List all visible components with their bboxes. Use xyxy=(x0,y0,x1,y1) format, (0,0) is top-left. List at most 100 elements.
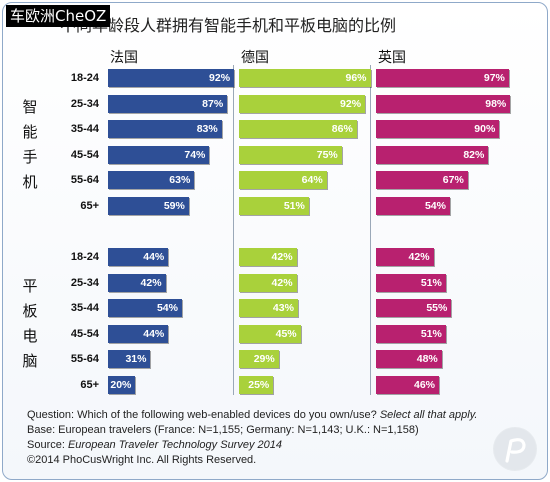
bar xyxy=(239,350,279,368)
bar xyxy=(376,350,442,368)
bar xyxy=(239,94,366,113)
bar xyxy=(239,299,298,317)
section-label-2-char: 板 xyxy=(22,301,38,320)
bar xyxy=(376,273,446,292)
footnote-question: Question: Which of the following web-ena… xyxy=(27,409,477,421)
data-label: 90% xyxy=(474,123,496,135)
column-divider-1 xyxy=(233,65,234,395)
column-header-3: 英国 xyxy=(378,50,406,66)
data-label: 45% xyxy=(275,327,297,340)
section-label-2-char: 脑 xyxy=(22,351,38,370)
age-label: 55-64 xyxy=(70,174,99,186)
bar xyxy=(376,248,434,266)
data-label: 75% xyxy=(316,148,338,161)
bar xyxy=(239,120,357,138)
age-label: 55-64 xyxy=(70,353,99,365)
bar xyxy=(239,324,301,343)
data-label: 42% xyxy=(271,276,293,289)
data-label: 96% xyxy=(345,72,367,84)
footnote-copyright: ©2014 PhoCusWright Inc. All Rights Reser… xyxy=(27,454,257,466)
data-label: 55% xyxy=(426,302,448,314)
data-label: 74% xyxy=(184,148,206,161)
footnote-base: Base: European travelers (France: N=1,15… xyxy=(27,424,419,436)
age-label: 18-24 xyxy=(70,72,99,84)
age-label: 35-44 xyxy=(70,302,99,314)
bar xyxy=(239,248,297,266)
bar xyxy=(376,69,509,87)
age-label: 65+ xyxy=(80,378,99,391)
bar xyxy=(108,69,235,87)
bar xyxy=(376,120,500,138)
footnote-source: Source: European Traveler Technology Sur… xyxy=(27,439,282,451)
bar xyxy=(239,69,371,87)
bar xyxy=(239,196,309,215)
data-label: 51% xyxy=(420,327,442,340)
bar xyxy=(108,324,169,343)
data-label: 82% xyxy=(463,148,485,161)
column-header-1: 法国 xyxy=(110,50,138,66)
bar xyxy=(239,171,327,189)
data-label: 64% xyxy=(301,174,323,186)
section-label-1-char: 机 xyxy=(22,172,38,191)
age-label: 18-24 xyxy=(70,251,99,263)
bar xyxy=(239,375,274,394)
age-label: 25-34 xyxy=(70,276,99,289)
data-label: 44% xyxy=(143,327,165,340)
data-label: 31% xyxy=(125,353,147,365)
data-label: 51% xyxy=(283,199,305,212)
bar xyxy=(108,248,169,266)
data-label: 98% xyxy=(485,97,507,110)
bar xyxy=(239,145,342,164)
age-label: 45-54 xyxy=(70,148,99,161)
data-label: 86% xyxy=(331,123,353,135)
data-label: 97% xyxy=(483,72,505,84)
bar xyxy=(108,94,228,113)
bar xyxy=(239,273,297,292)
data-label: 54% xyxy=(424,199,446,212)
data-label: 48% xyxy=(416,353,438,365)
bar xyxy=(108,299,182,317)
data-label: 87% xyxy=(202,97,224,110)
phocuswright-logo-icon xyxy=(493,427,537,471)
data-label: 44% xyxy=(143,251,165,263)
bar xyxy=(108,375,136,394)
bar xyxy=(108,350,151,368)
section-label-2-char: 电 xyxy=(22,326,38,345)
chart-title: 不同年龄段人群拥有智能手机和平板电脑的比例 xyxy=(60,16,397,35)
column-header-2: 德国 xyxy=(241,50,269,66)
age-label: 65+ xyxy=(80,199,99,212)
data-label: 67% xyxy=(442,174,464,186)
bar xyxy=(108,196,189,215)
bar xyxy=(376,196,450,215)
data-label: 42% xyxy=(408,251,430,263)
data-label: 83% xyxy=(196,123,218,135)
data-label: 46% xyxy=(414,378,436,391)
footnote-source-prefix: Source: xyxy=(27,439,68,451)
data-label: 43% xyxy=(272,302,294,314)
bar xyxy=(376,375,440,394)
bar xyxy=(376,299,452,317)
data-label: 25% xyxy=(248,378,270,391)
bar xyxy=(108,273,166,292)
section-label-1-char: 能 xyxy=(22,122,38,141)
footnote-question-text: Question: Which of the following web-ena… xyxy=(27,409,380,421)
bar xyxy=(108,145,210,164)
age-label: 35-44 xyxy=(70,123,99,135)
data-label: 42% xyxy=(140,276,162,289)
section-label-2-char: 平 xyxy=(22,276,38,295)
footnote-source-italic: European Traveler Technology Survey 2014 xyxy=(67,439,282,451)
data-label: 51% xyxy=(420,276,442,289)
bar xyxy=(376,171,468,189)
age-label: 45-54 xyxy=(70,327,99,340)
age-label: 25-34 xyxy=(70,97,99,110)
data-label: 92% xyxy=(209,72,231,84)
footnote-question-italic: Select all that apply. xyxy=(379,409,478,421)
data-label: 92% xyxy=(340,97,362,110)
data-label: 42% xyxy=(271,251,293,263)
bar xyxy=(376,145,489,164)
section-label-1-char: 手 xyxy=(22,147,38,166)
bar xyxy=(376,324,446,343)
data-label: 59% xyxy=(163,199,185,212)
bar xyxy=(376,94,511,113)
